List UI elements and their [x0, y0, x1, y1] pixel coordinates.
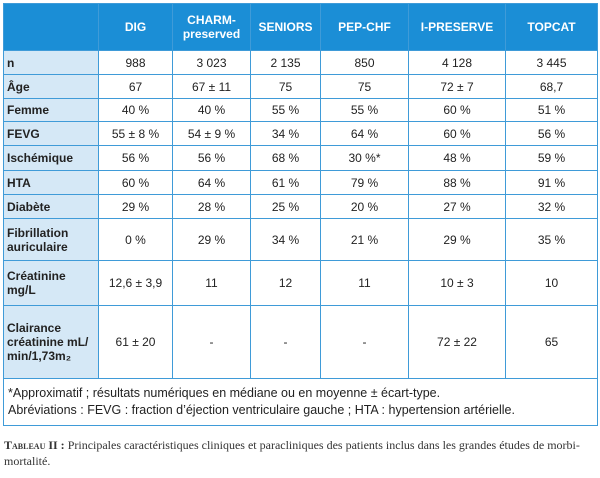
row-label: Ischémique: [3, 145, 99, 171]
row-label: HTA: [3, 170, 99, 195]
corner-cell: [3, 3, 99, 51]
table-cell: 30 %*: [320, 145, 409, 171]
table-cell: 40 %: [172, 98, 251, 122]
table-cell: 10: [505, 260, 598, 306]
table-body: n 988 3 023 2 135 850 4 128 3 445 Âge 67 67 ± 11 7…: [3, 50, 598, 426]
table-cell: 75: [250, 74, 321, 99]
footnote: Abréviations : FEVG : fraction d’éjectio…: [8, 403, 515, 417]
table-cell: 0 %: [98, 218, 173, 261]
table-cell: 61 ± 20: [98, 305, 173, 379]
table-row: Diabète 29 % 28 % 25 % 20 % 27 % 32 %: [3, 194, 598, 219]
table-cell: 12: [250, 260, 321, 306]
table-cell: 11: [172, 260, 251, 306]
table-cell: 29 %: [408, 218, 506, 261]
caption: Tableau II : Principales caractéristique…: [4, 437, 594, 469]
footnote: *Approximatif ; résultats numériques en …: [8, 386, 441, 400]
table-cell: 34 %: [250, 218, 321, 261]
table-cell: 55 %: [250, 98, 321, 122]
column-header: DIG: [98, 3, 173, 51]
column-header: I-PRESERVE: [408, 3, 506, 51]
table-cell: 29 %: [172, 218, 251, 261]
table-cell: 3 023: [172, 50, 251, 75]
table-cell: 61 %: [250, 170, 321, 195]
table-cell: 850: [320, 50, 409, 75]
table-cell: 34 %: [250, 121, 321, 146]
table-row: Clairance créatinine mL/ min/1,73m₂ 61 ± …: [3, 305, 598, 379]
table-cell: 54 ± 9 %: [172, 121, 251, 146]
row-label: Clairance créatinine mL/ min/1,73m₂: [3, 305, 99, 379]
table-row: FEVG 55 ± 8 % 54 ± 9 % 34 % 64 % 60 % 56 %: [3, 121, 598, 146]
table-cell: 72 ± 22: [408, 305, 506, 379]
table-cell: 72 ± 7: [408, 74, 506, 99]
table-cell: 988: [98, 50, 173, 75]
column-header: CHARM-preserved: [172, 3, 251, 51]
table-cell: 40 %: [98, 98, 173, 122]
table-cell: 67: [98, 74, 173, 99]
table-cell: 91 %: [505, 170, 598, 195]
header-row: DIG CHARM-preserved SENIORS PEP-CHF I-PRESER…: [3, 3, 598, 51]
row-label: Femme: [3, 98, 99, 122]
table-cell: 29 %: [98, 194, 173, 219]
table-cell: 35 %: [505, 218, 598, 261]
table-cell: 56 %: [172, 145, 251, 171]
table-wrapper: DIG CHARM-preserved SENIORS PEP-CHF I-PRESER…: [3, 3, 598, 426]
table-row: Fibrillation auriculaire 0 % 29 % 34 % 21 % 2…: [3, 218, 598, 261]
table-cell: 55 ± 8 %: [98, 121, 173, 146]
table-cell: 79 %: [320, 170, 409, 195]
table-cell: 2 135: [250, 50, 321, 75]
table-cell: 51 %: [505, 98, 598, 122]
row-label: n: [3, 50, 99, 75]
table-cell: 60 %: [98, 170, 173, 195]
table-cell: 55 %: [320, 98, 409, 122]
table-cell: 59 %: [505, 145, 598, 171]
table-cell: 67 ± 11: [172, 74, 251, 99]
row-label: Diabète: [3, 194, 99, 219]
row-label: Fibrillation auriculaire: [3, 218, 99, 261]
table-cell: 27 %: [408, 194, 506, 219]
footnote-row: *Approximatif ; résultats numériques en …: [3, 378, 598, 426]
table-cell: 32 %: [505, 194, 598, 219]
table-cell: 28 %: [172, 194, 251, 219]
table-cell: 21 %: [320, 218, 409, 261]
table-row: Âge 67 67 ± 11 75 75 72 ± 7 68,7: [3, 74, 598, 99]
table-cell: 64 %: [320, 121, 409, 146]
table-cell: 12,6 ± 3,9: [98, 260, 173, 306]
table: DIG CHARM-preserved SENIORS PEP-CHF I-PRESER…: [3, 3, 598, 426]
table-cell: 68 %: [250, 145, 321, 171]
table-row: Femme 40 % 40 % 55 % 55 % 60 % 51 %: [3, 98, 598, 122]
column-header: TOPCAT: [505, 3, 598, 51]
row-label: FEVG: [3, 121, 99, 146]
table-cell: 68,7: [505, 74, 598, 99]
table-cell: 60 %: [408, 121, 506, 146]
table-cell: 56 %: [98, 145, 173, 171]
table-cell: -: [250, 305, 321, 379]
table-cell: 11: [320, 260, 409, 306]
table-cell: 48 %: [408, 145, 506, 171]
table-cell: 25 %: [250, 194, 321, 219]
caption-text: Principales caractéristiques cliniques e…: [4, 438, 580, 468]
table-cell: 65: [505, 305, 598, 379]
caption-label: Tableau II :: [4, 438, 65, 452]
table-row: Créatinine mg/L 12,6 ± 3,9 11 12 11 10 ± 3 10: [3, 260, 598, 306]
table-cell: 75: [320, 74, 409, 99]
table-cell: -: [172, 305, 251, 379]
table-cell: 88 %: [408, 170, 506, 195]
table-cell: 64 %: [172, 170, 251, 195]
table-cell: 10 ± 3: [408, 260, 506, 306]
table-cell: 56 %: [505, 121, 598, 146]
footnote-cell: *Approximatif ; résultats numériques en …: [3, 378, 598, 426]
column-header: SENIORS: [250, 3, 321, 51]
table-row: HTA 60 % 64 % 61 % 79 % 88 % 91 %: [3, 170, 598, 195]
table-row: n 988 3 023 2 135 850 4 128 3 445: [3, 50, 598, 75]
table-cell: 3 445: [505, 50, 598, 75]
column-header: PEP-CHF: [320, 3, 409, 51]
row-label: Créatinine mg/L: [3, 260, 99, 306]
table-cell: 20 %: [320, 194, 409, 219]
table-cell: 60 %: [408, 98, 506, 122]
row-label: Âge: [3, 74, 99, 99]
table-cell: -: [320, 305, 409, 379]
table-row: Ischémique 56 % 56 % 68 % 30 %* 48 % 59 %: [3, 145, 598, 171]
table-cell: 4 128: [408, 50, 506, 75]
